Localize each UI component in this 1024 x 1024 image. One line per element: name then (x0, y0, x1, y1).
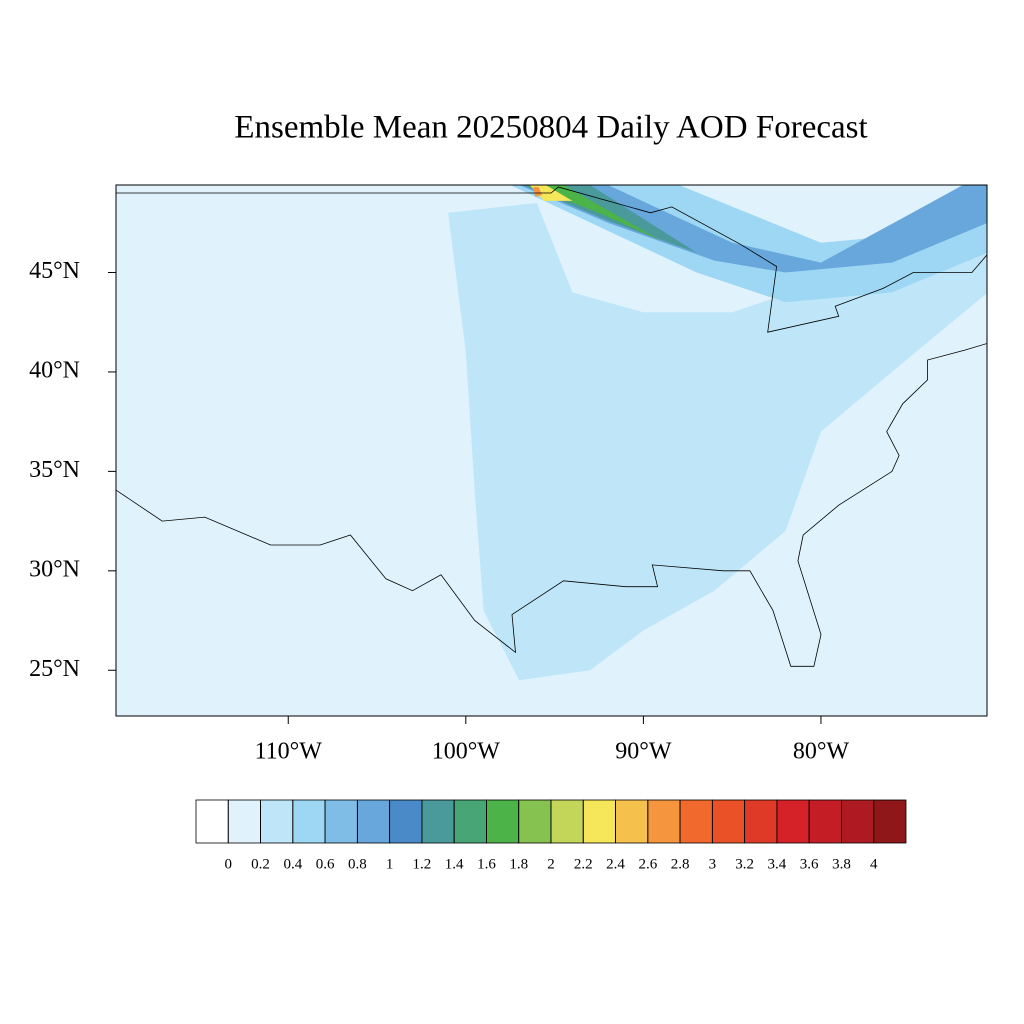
y-tick-label: 30°N (29, 556, 80, 582)
colorbar-box (195, 799, 229, 844)
colorbar-label: 2.2 (574, 856, 593, 872)
aod-band (448, 185, 987, 681)
colorbar-label: 0.8 (348, 856, 367, 872)
map-title: Ensemble Mean 20250804 Daily AOD Forecas… (234, 110, 867, 146)
aod-band (533, 187, 543, 197)
colorbar-label: 3.4 (768, 856, 787, 872)
colorbar-label: 1 (386, 856, 394, 872)
colorbar-label: 1.6 (477, 856, 496, 872)
colorbar-box (421, 799, 455, 844)
colorbar-label: 0.6 (316, 856, 335, 872)
y-tick-label: 45°N (29, 258, 80, 284)
colorbar-label: 0.4 (283, 856, 302, 872)
colorbar-label: 0.2 (251, 856, 270, 872)
colorbar-label: 4 (870, 856, 878, 872)
colorbar-label: 3.2 (735, 856, 754, 872)
colorbar-label: 2 (547, 856, 555, 872)
colorbar-box (227, 799, 261, 844)
colorbar-box (518, 799, 552, 844)
colorbar-box (292, 799, 326, 844)
colorbar-box (841, 799, 875, 844)
colorbar-box (389, 799, 423, 844)
colorbar-box (808, 799, 842, 844)
colorbar-box (647, 799, 681, 844)
colorbar-box (873, 799, 907, 844)
x-tick-label: 90°W (615, 739, 672, 765)
colorbar-box (582, 799, 616, 844)
colorbar-box (776, 799, 810, 844)
colorbar-box (679, 799, 713, 844)
colorbar-label: 2.8 (671, 856, 690, 872)
colorbar-label: 1.2 (413, 856, 432, 872)
colorbar-label: 0 (225, 856, 233, 872)
colorbar-box (260, 799, 294, 844)
colorbar-label: 2.4 (606, 856, 625, 872)
x-tick-label: 110°W (255, 739, 323, 765)
colorbar-label: 3.8 (832, 856, 851, 872)
y-tick-label: 35°N (29, 457, 80, 483)
colorbar-box (550, 799, 584, 844)
colorbar-box (453, 799, 487, 844)
map-frame (115, 184, 988, 717)
aod-band (522, 185, 697, 253)
colorbar-label: 1.8 (509, 856, 528, 872)
x-tick-label: 100°W (432, 739, 501, 765)
y-tick-label: 25°N (29, 656, 80, 682)
colorbar-label: 1.4 (445, 856, 464, 872)
colorbar-label: 3 (709, 856, 717, 872)
x-tick-label: 80°W (793, 739, 850, 765)
colorbar-box (356, 799, 391, 844)
y-tick-label: 40°N (29, 357, 80, 383)
map-area (116, 185, 987, 716)
colorbar-box (324, 799, 358, 844)
aod-band (519, 185, 987, 273)
colorbar-box (615, 799, 649, 844)
colorbar-label: 3.6 (800, 856, 819, 872)
colorbar-box (486, 799, 520, 844)
colorbar-box (711, 799, 746, 844)
colorbar-label: 2.6 (638, 856, 657, 872)
colorbar-box (744, 799, 778, 844)
us-outline (116, 186, 987, 667)
